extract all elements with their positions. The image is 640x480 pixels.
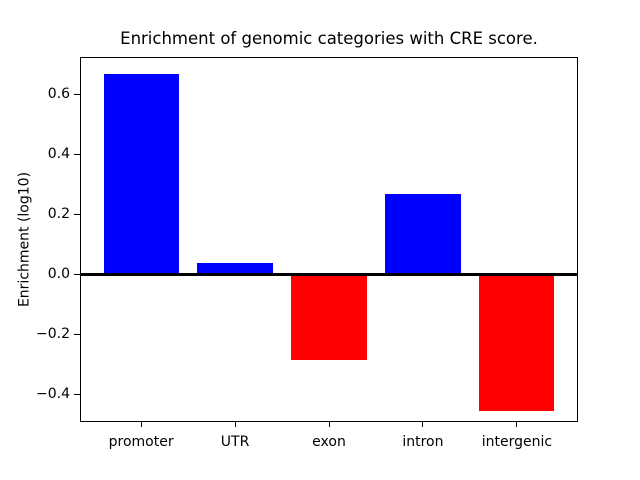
zero-line [80,272,577,276]
y-tick-label: 0.6 [47,86,70,102]
bar-intergenic [479,274,555,412]
y-tick [74,93,80,95]
x-tick-label-exon: exon [312,434,346,450]
y-axis-label: Enrichment (log10) [16,171,33,308]
x-tick [234,421,236,427]
plot-area [74,57,578,427]
y-tick [74,153,80,155]
bar-exon [291,274,367,361]
bar-promoter [103,73,179,274]
y-tick [74,393,80,395]
x-tick [516,421,518,427]
x-tick-label-intergenic: intergenic [481,434,553,450]
y-tick-label: 0.4 [47,146,70,162]
x-tick [328,421,330,427]
y-tick-label: −0.4 [36,386,70,402]
x-tick [422,421,424,427]
x-tick-label-promoter: promoter [108,434,174,450]
y-tick-label: −0.2 [36,326,70,342]
bar-intron [385,193,461,274]
x-tick-label-intron: intron [402,434,444,450]
y-tick [74,273,80,275]
bar-UTR [197,262,273,274]
x-tick-label-UTR: UTR [220,434,250,450]
x-tick [140,421,142,427]
y-tick-label: 0.0 [47,266,70,282]
y-tick-label: 0.2 [47,206,70,222]
y-tick [74,333,80,335]
chart-title: Enrichment of genomic categories with CR… [120,29,538,48]
y-tick [74,213,80,215]
